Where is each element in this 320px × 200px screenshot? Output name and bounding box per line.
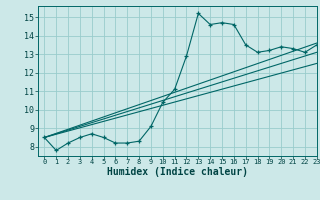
- X-axis label: Humidex (Indice chaleur): Humidex (Indice chaleur): [107, 167, 248, 177]
